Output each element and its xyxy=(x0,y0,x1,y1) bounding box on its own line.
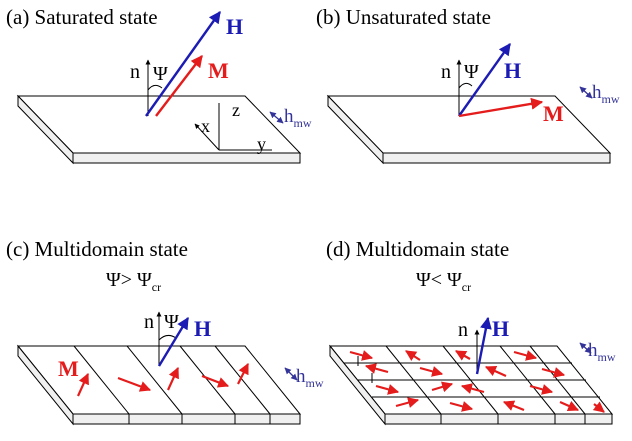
panel-b-thickness-arrow xyxy=(579,86,593,99)
panel-a-x-axis xyxy=(194,123,220,151)
panel-b-psi-label: Ψ xyxy=(464,61,479,83)
panel-c-h-label: H xyxy=(194,316,211,341)
panel-b: (b) Unsaturated state n Ψ H M hmw xyxy=(316,5,620,165)
panel-a-h-vector xyxy=(145,11,221,117)
panel-c-n-label: n xyxy=(144,311,154,333)
panel-b-slab-left xyxy=(327,94,384,165)
panel-b-h-vector xyxy=(458,43,511,117)
panel-b-n-label: n xyxy=(441,61,451,83)
panel-b-caption: (b) Unsaturated state xyxy=(316,5,491,29)
panel-d-h-vector xyxy=(475,316,492,375)
panel-c-m-label: M xyxy=(58,356,79,381)
panel-a-y-label: y xyxy=(257,134,266,154)
panel-d-domain-arrows xyxy=(349,350,605,413)
panel-a-x-label: x xyxy=(201,116,210,136)
panel-d-condition: Ψ< Ψcr xyxy=(416,269,471,294)
panel-b-m-label: M xyxy=(543,101,564,126)
panel-b-m-vector xyxy=(458,97,544,118)
panel-b-angle-arc xyxy=(458,82,473,89)
panel-b-slab-front xyxy=(382,152,611,164)
panel-a-caption: (a) Saturated state xyxy=(6,5,158,29)
panel-a: (a) Saturated state n Ψ H M z x y hmw xyxy=(6,5,312,165)
panel-c-slab-front xyxy=(72,413,301,425)
panel-d-slab-left xyxy=(329,344,386,426)
panel-b-hmw-label: hmw xyxy=(592,82,620,106)
panel-d-caption: (d) Multidomain state xyxy=(326,237,509,261)
panel-a-n-label: n xyxy=(130,61,140,83)
panel-a-slab-front xyxy=(72,152,301,164)
panel-c-caption: (c) Multidomain state xyxy=(6,237,188,261)
panel-d-n-label: n xyxy=(458,319,468,341)
panel-a-slab-left xyxy=(17,94,74,165)
panel-c-thickness-arrow xyxy=(284,367,298,381)
panel-c: (c) Multidomain state Ψ> Ψcr M n Ψ xyxy=(6,237,324,426)
panel-c-psi-label: Ψ xyxy=(164,311,179,333)
panel-c-slab-left xyxy=(17,344,74,426)
panel-a-m-vector xyxy=(155,55,203,117)
panel-a-angle-arc xyxy=(147,84,163,91)
panel-d: (d) Multidomain state Ψ< Ψcr xyxy=(326,237,616,426)
panel-b-h-label: H xyxy=(504,58,521,83)
panel-d-thickness-arrow xyxy=(579,342,592,354)
panel-c-domain-walls xyxy=(73,345,271,424)
panel-c-condition: Ψ> Ψcr xyxy=(106,269,161,294)
panel-a-m-label: M xyxy=(208,58,229,83)
panel-a-psi-label: Ψ xyxy=(153,63,168,85)
panel-c-domain-arrows xyxy=(76,363,249,397)
panel-a-z-label: z xyxy=(232,100,240,120)
panel-c-hmw-label: hmw xyxy=(296,366,324,390)
panel-d-hmw-label: hmw xyxy=(588,340,616,364)
panel-a-thickness-arrow xyxy=(269,111,284,124)
panel-a-h-label: H xyxy=(226,14,243,39)
panel-c-angle-arc xyxy=(158,334,177,341)
panel-d-h-label: H xyxy=(492,316,509,341)
panel-a-hmw-label: hmw xyxy=(284,106,312,130)
panel-c-h-vector xyxy=(157,316,190,367)
